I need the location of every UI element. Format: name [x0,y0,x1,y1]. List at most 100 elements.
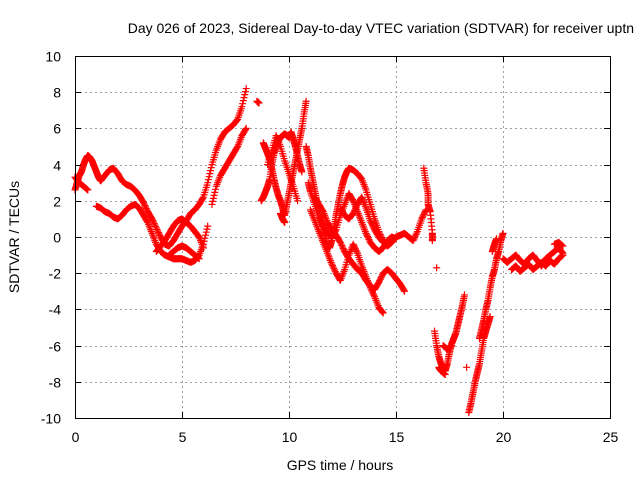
y-tick-label: 6 [53,121,61,137]
data-point-marker [207,164,215,172]
data-point-marker [212,185,220,193]
data-point-marker [411,234,419,242]
data-point-marker [143,217,151,225]
data-point-marker [205,173,213,181]
data-point-marker [155,230,163,238]
data-point-marker [557,241,565,249]
data-point-marker [368,220,376,228]
data-point-marker [298,168,306,176]
data-point-marker [363,231,371,239]
data-point-marker [152,222,160,230]
data-point-marker [239,100,247,108]
data-point-marker [366,217,374,225]
data-point-marker [209,197,217,205]
data-point-marker [418,215,426,223]
data-points-layer [71,85,567,417]
data-point-marker [339,244,347,252]
data-point-marker [369,223,377,231]
x-tick-label: 10 [282,429,298,445]
data-point-marker [420,210,428,218]
data-point-marker [153,225,161,233]
data-point-marker [294,197,302,205]
data-point-marker [440,369,448,377]
data-point-marker [338,241,346,249]
data-point-marker [363,232,371,240]
data-point-marker [253,97,261,105]
data-point-marker [336,238,344,246]
data-point-marker [379,309,387,317]
data-point-marker [378,308,386,316]
data-point-marker [350,208,358,216]
y-axis-label: SDTVAR / TECUs [6,181,22,293]
data-point-marker [329,262,337,270]
series-track-c [152,215,207,263]
data-point-marker [84,186,92,194]
data-point-marker [337,240,345,248]
data-point-marker [365,235,373,243]
data-point-marker [412,231,420,239]
data-point-marker [401,287,409,295]
data-point-marker [362,229,370,237]
series-track-f [304,179,409,317]
data-point-marker [211,188,219,196]
y-tick-label: -8 [49,375,62,391]
x-tick-label: 0 [72,429,80,445]
data-point-marker [352,246,360,254]
data-point-marker [557,252,565,260]
data-point-marker [378,238,386,246]
data-point-marker [142,203,150,211]
data-point-marker [242,85,250,93]
data-point-marker [558,241,566,249]
data-point-marker [441,370,449,378]
data-point-marker [202,231,210,239]
data-point-marker [446,343,454,351]
data-point-marker [379,238,387,246]
data-point-marker [428,237,436,245]
data-point-marker [364,234,372,242]
data-point-marker [142,205,150,213]
data-point-marker [460,291,468,299]
chart-title: Day 026 of 2023, Sidereal Day-to-day VTE… [128,20,634,36]
data-point-marker [318,219,326,227]
data-point-marker [238,103,246,111]
data-point-marker [339,243,346,251]
data-point-marker [82,185,90,193]
data-point-marker [316,216,324,224]
data-point-marker [349,209,357,217]
data-point-marker [418,213,426,221]
data-point-marker [202,228,210,236]
data-point-marker [352,203,360,211]
y-tick-label: -2 [49,266,62,282]
y-tick-label: -10 [41,411,61,427]
data-point-marker [433,264,441,272]
data-point-marker [203,225,211,233]
data-point-marker [370,291,378,299]
y-tick-label: -4 [49,302,62,318]
data-point-marker [351,206,359,214]
data-point-marker [351,245,359,253]
data-point-marker [206,170,214,178]
data-point-marker [329,263,337,271]
x-tick-label: 5 [179,429,187,445]
y-tick-labels: -10 -8 -6 -4 -2 0 2 4 6 8 10 [41,49,61,427]
data-point-marker [463,363,471,371]
y-tick-label: 2 [53,194,61,210]
data-point-marker [242,124,250,132]
data-point-marker [413,229,421,237]
data-point-marker [375,278,383,286]
data-point-marker [149,216,157,224]
data-point-marker [199,244,207,252]
data-point-marker [559,251,567,259]
data-point-marker [441,371,449,379]
data-point-marker [204,179,212,187]
data-point-marker [204,222,212,230]
y-tick-label: 10 [45,49,61,65]
x-tick-label: 15 [389,429,405,445]
series-track-b [71,124,250,266]
data-point-marker [319,206,327,214]
data-point-marker [241,88,249,96]
series-track-g [420,164,507,417]
data-point-marker [239,97,247,105]
data-point-marker [351,205,359,213]
